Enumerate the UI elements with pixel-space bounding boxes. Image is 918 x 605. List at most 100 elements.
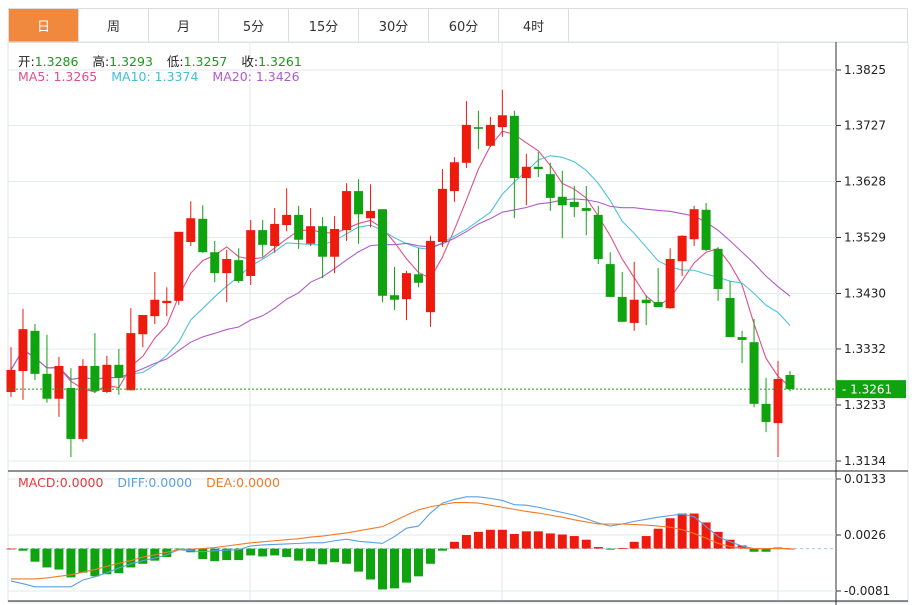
macd-bar <box>18 548 28 551</box>
ma10-value: 1.3374 <box>154 69 199 84</box>
tab-60min[interactable]: 60分 <box>429 9 499 43</box>
candle-body <box>761 403 771 422</box>
candle-body <box>473 127 483 129</box>
diff-value: 0.0000 <box>148 475 193 490</box>
macd-panel <box>6 496 836 590</box>
candle-body <box>246 230 256 276</box>
macd-bar <box>701 522 711 549</box>
candle-body <box>665 258 675 309</box>
dea-value: 0.0000 <box>236 475 280 490</box>
macd-bar <box>270 548 280 556</box>
candle <box>342 183 352 241</box>
candle <box>66 368 76 458</box>
candle-body <box>294 214 304 240</box>
candle <box>354 179 364 244</box>
candle-body <box>366 210 376 219</box>
macd-bar <box>425 548 435 564</box>
diff-line <box>10 496 790 588</box>
macd-bar <box>222 548 232 561</box>
macd-bar <box>306 548 316 562</box>
ma5-value: 1.3265 <box>53 69 98 84</box>
candle <box>437 169 447 248</box>
price-axis: 1.3825 1.3727 1.3628 1.3529 1.3430 1.3332 1.32… <box>836 63 906 598</box>
macd-bar <box>581 539 591 549</box>
candle-body <box>413 274 423 283</box>
candle <box>629 261 639 331</box>
y-tick-label: 1.3430 <box>844 287 886 301</box>
tab-4hour[interactable]: 4时 <box>499 9 569 43</box>
candle-body <box>593 214 603 259</box>
tab-week[interactable]: 周 <box>79 9 149 43</box>
candle <box>246 219 256 286</box>
y-tick-label: 1.3628 <box>844 174 886 188</box>
candle-body <box>449 162 459 192</box>
macd-bar <box>473 531 483 549</box>
candle-body <box>509 115 519 179</box>
y-tick-label: 1.3233 <box>844 398 886 412</box>
candle <box>90 333 100 394</box>
macd-bar <box>30 548 40 562</box>
candle-body <box>78 365 88 439</box>
macd-bar <box>390 548 400 589</box>
tab-15min[interactable]: 15分 <box>289 9 359 43</box>
macd-bar <box>282 548 292 557</box>
candle <box>162 287 172 317</box>
candle-body <box>150 299 160 317</box>
macd-bar <box>713 531 723 549</box>
tab-month[interactable]: 月 <box>149 9 219 43</box>
high-label: 高: <box>92 54 110 69</box>
dea-line <box>11 502 790 580</box>
tab-30min[interactable]: 30分 <box>359 9 429 43</box>
macd-bar <box>66 548 76 578</box>
candle-body <box>198 218 208 253</box>
candle <box>737 330 747 364</box>
macd-bar <box>689 513 699 549</box>
macd-bar <box>413 548 423 577</box>
y-tick-label: 1.3825 <box>844 63 886 77</box>
macd-bar <box>401 548 411 583</box>
ma5-label: MA5: <box>18 69 50 84</box>
candle-body <box>102 364 112 392</box>
macd-y-tick-label: -0.0081 <box>844 584 890 598</box>
candle-body <box>689 209 699 240</box>
candle-body <box>378 209 388 296</box>
ohlc-legend: 开:1.3286 高:1.3293 低:1.3257 收:1.3261 <box>18 51 312 70</box>
candle <box>533 152 543 177</box>
open-value: 1.3286 <box>34 54 79 69</box>
candle-body <box>18 329 28 372</box>
candle <box>114 348 124 395</box>
candle-body <box>425 240 435 313</box>
candle <box>425 235 435 327</box>
macd-label: MACD: <box>18 475 60 490</box>
candle <box>138 315 148 348</box>
candle-body <box>725 298 735 338</box>
close-value: 1.3261 <box>258 54 302 69</box>
macd-bar <box>677 513 687 549</box>
candle <box>605 252 615 297</box>
macd-bar <box>521 531 531 549</box>
tab-day[interactable]: 日 <box>9 9 79 43</box>
macd-bar <box>557 534 567 549</box>
macd-bar <box>354 548 364 572</box>
y-tick-label: 1.3134 <box>844 454 886 468</box>
candle <box>581 185 591 236</box>
macd-bar <box>641 536 651 549</box>
candle-body <box>174 231 184 301</box>
ma20-value: 1.3426 <box>255 69 300 84</box>
candle-body <box>342 191 352 231</box>
candle <box>318 217 328 279</box>
macd-bar <box>593 547 603 549</box>
candle <box>210 240 220 283</box>
candlesticks <box>6 89 836 458</box>
macd-legend: MACD:0.0000 DIFF:0.0000 DEA:0.0000 <box>18 475 280 490</box>
candle <box>401 270 411 321</box>
candle <box>366 184 376 228</box>
macd-bar <box>569 536 579 549</box>
macd-bar <box>102 548 112 575</box>
candle-body <box>42 373 52 399</box>
macd-bar <box>90 548 100 577</box>
dea-label: DEA: <box>206 475 237 490</box>
candle-body <box>54 365 64 399</box>
candle <box>390 266 400 310</box>
